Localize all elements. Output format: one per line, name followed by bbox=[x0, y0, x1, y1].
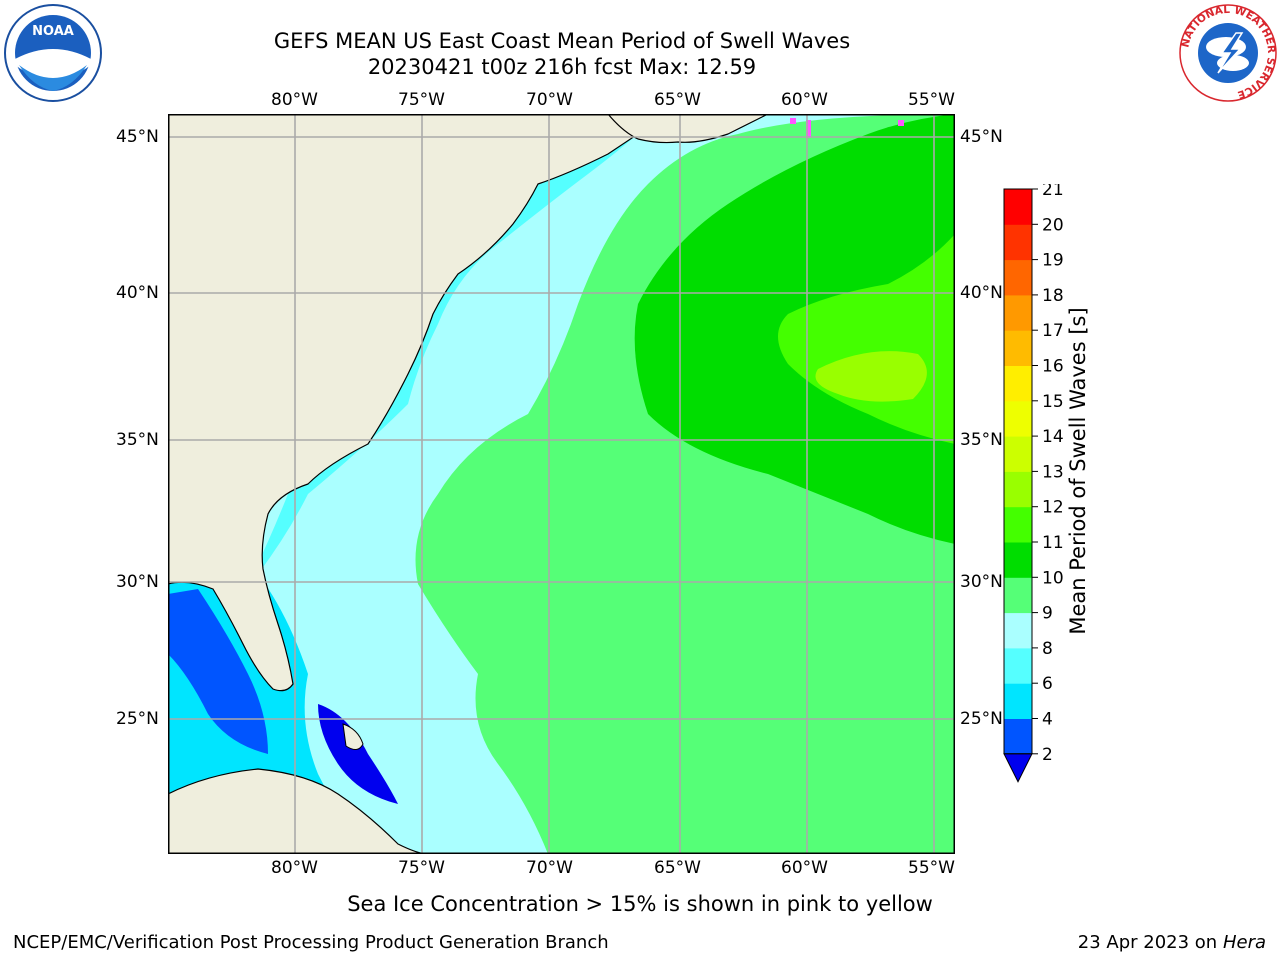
sea-ice-patch bbox=[898, 120, 904, 126]
noaa-logo: NOAA bbox=[4, 4, 102, 102]
noaa-logo-text: NOAA bbox=[32, 24, 74, 39]
lon-label-bottom: 80°W bbox=[271, 858, 318, 878]
nws-logo: NATIONAL WEATHER SERVICE bbox=[1179, 4, 1277, 102]
colorbar-tick-label: 2 bbox=[1042, 745, 1053, 765]
colorbar-tick-label: 13 bbox=[1042, 462, 1064, 482]
swell-field-12-13 bbox=[815, 351, 927, 402]
colorbar-tick-label: 10 bbox=[1042, 568, 1064, 588]
colorbar-tick-label: 19 bbox=[1042, 251, 1064, 271]
colorbar-band bbox=[1004, 542, 1032, 578]
colorbar-band bbox=[1004, 436, 1032, 472]
lat-label-right: 40°N bbox=[960, 283, 1003, 303]
colorbar-band bbox=[1004, 506, 1032, 543]
colorbar-tick-label: 4 bbox=[1042, 710, 1053, 730]
lon-label-bottom: 75°W bbox=[398, 858, 445, 878]
chart-subtitle: 20230421 t00z 216h fcst Max: 12.59 bbox=[367, 55, 757, 79]
colorbar-band bbox=[1004, 612, 1032, 649]
colorbar: 2 4 6 8 9 10 11 12 13 14 15 16 17 18 19 20 21 bbox=[1003, 184, 1064, 783]
colorbar-band bbox=[1004, 647, 1032, 684]
colorbar-tick-label: 14 bbox=[1042, 427, 1064, 447]
lon-label-top: 75°W bbox=[398, 90, 445, 110]
lon-label-top: 60°W bbox=[781, 90, 828, 110]
lat-label-left: 25°N bbox=[116, 709, 159, 729]
colorbar-tick-label: 18 bbox=[1042, 286, 1064, 306]
lat-label-left: 35°N bbox=[116, 430, 159, 450]
lat-label-right: 30°N bbox=[960, 572, 1003, 592]
colorbar-band bbox=[1004, 471, 1032, 508]
land-bahamas bbox=[342, 723, 364, 750]
lat-label-right: 25°N bbox=[960, 709, 1003, 729]
lat-label-left: 45°N bbox=[116, 127, 159, 147]
swell-field-under-2 bbox=[168, 589, 268, 754]
colorbar-label: Mean Period of Swell Waves [s] bbox=[1066, 307, 1090, 635]
lon-label-top: 65°W bbox=[654, 90, 701, 110]
footer-host: Hera bbox=[1222, 932, 1266, 953]
land-maritimes bbox=[607, 114, 769, 144]
land-cuba bbox=[168, 768, 429, 854]
lon-label-bottom: 55°W bbox=[908, 858, 955, 878]
map-panel bbox=[168, 114, 955, 854]
colorbar-band bbox=[1004, 330, 1032, 366]
colorbar-band bbox=[1004, 400, 1032, 437]
lat-label-left: 30°N bbox=[116, 572, 159, 592]
colorbar-tick-label: 12 bbox=[1042, 498, 1064, 518]
colorbar-band bbox=[1004, 294, 1032, 331]
colorbar-tick-label: 17 bbox=[1042, 321, 1064, 341]
footer-date: 23 Apr 2023 on bbox=[1077, 932, 1223, 953]
lon-label-bottom: 70°W bbox=[526, 858, 573, 878]
lat-label-right: 45°N bbox=[960, 127, 1003, 147]
colorbar-tick-label: 11 bbox=[1042, 533, 1064, 553]
colorbar-tick-label: 6 bbox=[1042, 674, 1053, 694]
map-gridlines bbox=[168, 114, 955, 854]
lon-label-bottom: 65°W bbox=[654, 858, 701, 878]
colorbar-tick-label: 20 bbox=[1042, 215, 1064, 235]
colorbar-tick-label: 21 bbox=[1042, 184, 1064, 200]
colorbar-band bbox=[1004, 259, 1032, 296]
colorbar-band bbox=[1004, 224, 1032, 261]
colorbar-band bbox=[1004, 683, 1032, 719]
footer-right: 23 Apr 2023 on Hera bbox=[1078, 932, 1266, 954]
colorbar-tick-label: 15 bbox=[1042, 392, 1064, 412]
sea-ice-patch bbox=[806, 120, 811, 138]
colorbar-band bbox=[1004, 718, 1032, 755]
lon-label-top: 55°W bbox=[908, 90, 955, 110]
colorbar-band bbox=[1004, 189, 1032, 225]
colorbar-band bbox=[1004, 365, 1032, 402]
land-us-coast bbox=[168, 114, 670, 692]
footer-left: NCEP/EMC/Verification Post Processing Pr… bbox=[13, 932, 609, 953]
colorbar-tick-label: 16 bbox=[1042, 357, 1064, 377]
lon-label-bottom: 60°W bbox=[781, 858, 828, 878]
sea-ice-patch bbox=[790, 118, 796, 124]
colorbar-under-triangle bbox=[1003, 753, 1033, 783]
lon-label-top: 80°W bbox=[271, 90, 318, 110]
lat-label-right: 35°N bbox=[960, 430, 1003, 450]
colorbar-tick-label: 8 bbox=[1042, 639, 1053, 659]
colorbar-tick-label: 9 bbox=[1042, 604, 1053, 624]
sea-ice-note: Sea Ice Concentration > 15% is shown in … bbox=[347, 892, 933, 916]
swell-field-bahamas bbox=[318, 704, 398, 804]
lat-label-left: 40°N bbox=[116, 283, 159, 303]
lon-label-top: 70°W bbox=[526, 90, 573, 110]
colorbar-band bbox=[1004, 577, 1032, 614]
chart-title: GEFS MEAN US East Coast Mean Period of S… bbox=[273, 29, 851, 53]
